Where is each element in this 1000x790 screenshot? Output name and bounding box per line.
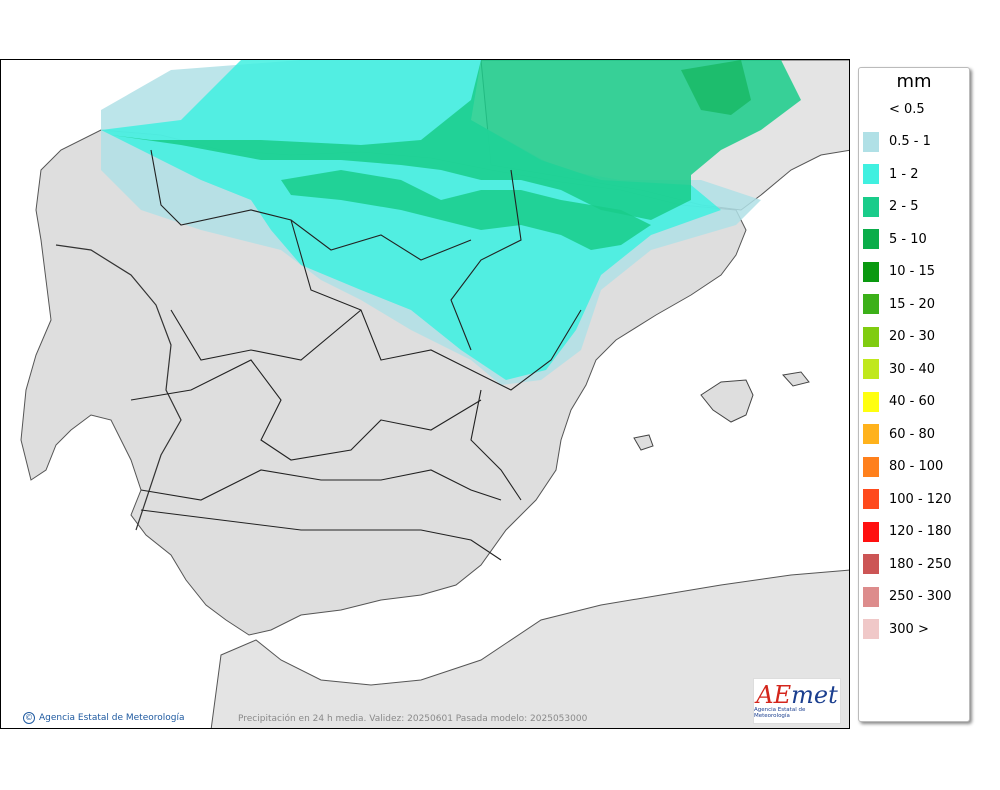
menorca-island <box>782 371 810 387</box>
legend-swatch <box>863 261 879 282</box>
ibiza-island <box>633 434 654 451</box>
legend-item: 120 - 180 <box>863 521 952 542</box>
legend-label: 1 - 2 <box>889 166 919 182</box>
copyright-icon: © <box>23 712 35 724</box>
legend-swatch <box>863 196 879 217</box>
legend-swatch <box>863 164 879 184</box>
legend-label: 30 - 40 <box>889 361 936 377</box>
region-borders <box>130 149 582 561</box>
legend-item: 5 - 10 <box>863 229 927 249</box>
aemet-wordmark: AEmet <box>756 681 838 709</box>
legend-swatch <box>863 424 879 444</box>
legend-label: 0.5 - 1 <box>889 134 931 149</box>
agency-credit-text: Agencia Estatal de Meteorología <box>39 713 185 723</box>
legend-label: 5 - 10 <box>889 231 927 247</box>
legend-swatch <box>863 359 879 379</box>
legend-swatch <box>863 619 879 639</box>
agency-credit: © Agencia Estatal de Meteorología <box>23 712 185 724</box>
legend-label: 2 - 5 <box>889 199 919 214</box>
legend-label: 40 - 60 <box>889 394 936 409</box>
legend-swatch <box>863 489 879 509</box>
validity-caption: Precipitación en 24 h media. Validez: 20… <box>238 714 588 724</box>
legend-item: 300 > <box>863 619 929 639</box>
legend-swatch <box>863 229 879 249</box>
legend-item: 0.5 - 1 <box>863 131 931 152</box>
legend-item: 20 - 30 <box>863 326 936 347</box>
aemet-logo-subtitle: Agencia Estatal de Meteorología <box>754 707 806 719</box>
legend-label: < 0.5 <box>889 101 925 117</box>
legend-swatch <box>863 521 879 542</box>
legend-item: 100 - 120 <box>863 489 952 509</box>
legend-item: 60 - 80 <box>863 424 935 444</box>
legend-item: < 0.5 <box>863 99 925 119</box>
legend-item: 40 - 60 <box>863 391 936 412</box>
legend-swatch <box>863 586 879 607</box>
north-africa-landmass <box>210 569 849 728</box>
aemet-logo: AEmet Agencia Estatal de Meteorología <box>753 678 841 724</box>
legend-item: 15 - 20 <box>863 294 935 314</box>
legend-item: 30 - 40 <box>863 359 935 379</box>
legend-label: 120 - 180 <box>889 524 952 539</box>
map-canvas <box>20 60 849 728</box>
legend-swatch <box>863 131 879 152</box>
legend-swatch <box>863 554 879 574</box>
legend-swatch <box>863 456 879 477</box>
legend-swatch <box>863 391 879 412</box>
precip-zone-2-5 <box>111 60 801 220</box>
precipitation-legend: mm < 0.5 0.5 - 1 1 - 2 2 - 5 5 - 10 10 - 15 15… <box>858 67 970 722</box>
legend-item: 250 - 300 <box>863 586 952 607</box>
precip-zone-5-10 <box>681 60 751 115</box>
legend-label: 15 - 20 <box>889 296 936 312</box>
legend-label: 180 - 250 <box>889 556 952 572</box>
legend-swatch <box>863 99 879 119</box>
legend-label: 60 - 80 <box>889 426 936 442</box>
legend-label: 300 > <box>889 621 929 637</box>
precipitation-map: © Agencia Estatal de Meteorología Precip… <box>0 59 850 729</box>
legend-label: 250 - 300 <box>889 589 952 604</box>
legend-swatch <box>863 294 879 314</box>
legend-item: 2 - 5 <box>863 196 919 217</box>
legend-item: 80 - 100 <box>863 456 944 477</box>
legend-item: 10 - 15 <box>863 261 936 282</box>
legend-label: 10 - 15 <box>889 264 936 279</box>
legend-item: 1 - 2 <box>863 164 919 184</box>
precip-zone-2-5-south <box>281 170 651 250</box>
legend-label: 100 - 120 <box>889 491 952 507</box>
legend-swatch <box>863 326 879 347</box>
mallorca-island <box>700 379 754 423</box>
legend-label: 80 - 100 <box>889 459 944 474</box>
legend-item: 180 - 250 <box>863 554 952 574</box>
portugal-border <box>55 244 182 531</box>
legend-label: 20 - 30 <box>889 329 936 344</box>
legend-title: mm <box>896 71 932 92</box>
